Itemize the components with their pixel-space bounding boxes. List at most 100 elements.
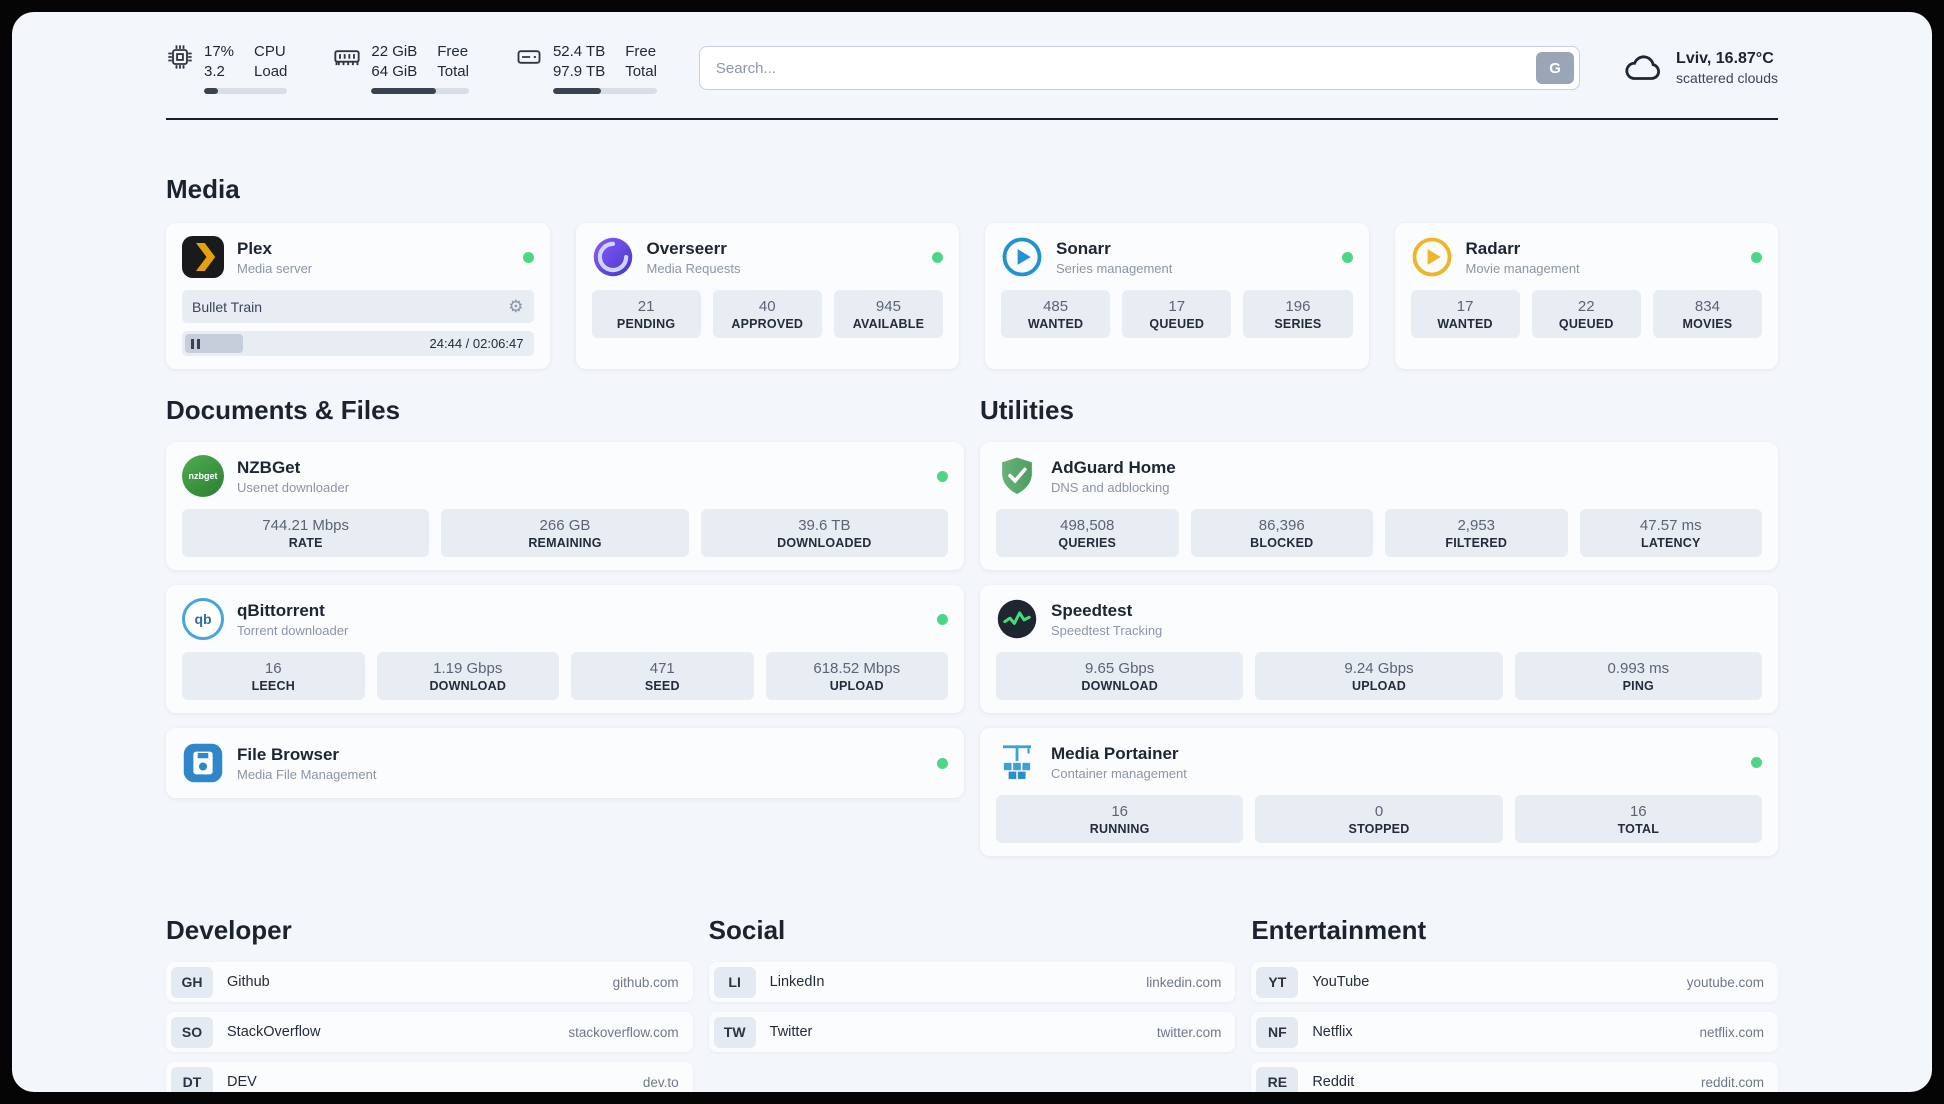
stat: 22 QUEUED — [1531, 290, 1641, 338]
cpu-progress-bar — [204, 88, 288, 94]
cpu-progress-fill — [204, 88, 219, 94]
stat-label: REMAINING — [528, 536, 602, 550]
app-card-qbittorrent[interactable]: qb qBittorrent Torrent downloader 16 LEE… — [166, 585, 964, 713]
stat-value: 1.19 Gbps — [433, 660, 503, 677]
stat-value: 0 — [1374, 803, 1384, 820]
stat-value: 39.6 TB — [798, 517, 851, 534]
bookmark-badge: NF — [1256, 1016, 1299, 1048]
disk-total-label: Total — [625, 62, 657, 80]
bookmark-badge: YT — [1256, 966, 1299, 998]
search-engine-button[interactable]: G — [1536, 52, 1575, 84]
stat-value: 21 — [637, 298, 655, 315]
memory-progress-bar — [371, 88, 469, 94]
app-name: Sonarr — [1056, 238, 1111, 258]
app-name: File Browser — [237, 744, 340, 764]
stat-value: 834 — [1694, 298, 1720, 315]
stat-label: LEECH — [251, 679, 295, 693]
stat-label: RUNNING — [1089, 822, 1150, 836]
bookmark-url: linkedin.com — [1146, 974, 1222, 990]
cpu-load-value: 3.2 — [204, 62, 225, 80]
section-title-media: Media — [166, 174, 240, 204]
stat-value: 16 — [1629, 803, 1647, 820]
header-divider — [166, 118, 1778, 120]
stat: 485 WANTED — [1001, 290, 1111, 338]
cpu-widget: 17% 3.2 CPU Load — [166, 42, 288, 94]
stat-label: WANTED — [1027, 317, 1084, 331]
app-card-filebrowser[interactable]: File Browser Media File Management — [166, 728, 964, 798]
app-card-sonarr[interactable]: Sonarr Series management 485 WANTED 17 Q… — [985, 223, 1369, 369]
bookmark-netflix[interactable]: NF Netflix netflix.com — [1251, 1012, 1778, 1052]
bookmark-badge: DT — [171, 1066, 213, 1092]
stat-label: SEED — [644, 679, 680, 693]
weather-widget: Lviv, 16.87°C scattered clouds — [1622, 47, 1778, 89]
disk-free-value: 52.4 TB — [552, 43, 606, 60]
cloud-icon — [1622, 47, 1664, 89]
sonarr-icon — [1001, 236, 1043, 278]
app-subtitle: Series management — [1056, 260, 1173, 276]
stat-label: BLOCKED — [1250, 536, 1314, 550]
stat-value: 9.65 Gbps — [1085, 660, 1155, 677]
bookmark-stackoverflow[interactable]: SO StackOverflow stackoverflow.com — [166, 1012, 693, 1052]
stat-value: 618.52 Mbps — [813, 660, 901, 677]
pause-button[interactable] — [185, 334, 243, 353]
weather-condition: scattered clouds — [1676, 70, 1778, 87]
social-bookmarks: Social LI LinkedIn linkedin.com TW Twitt… — [708, 915, 1236, 1062]
app-name: Overseerr — [646, 238, 727, 258]
stat-value: 47.57 ms — [1639, 517, 1702, 534]
app-subtitle: Speedtest Tracking — [1051, 622, 1163, 638]
bookmark-dev[interactable]: DT DEV dev.to — [166, 1062, 693, 1092]
stat-label: UPLOAD — [829, 679, 884, 693]
bookmark-name: DEV — [227, 1074, 257, 1090]
cpu-label: CPU — [254, 43, 286, 60]
app-name: Radarr — [1465, 238, 1521, 258]
app-card-speedtest[interactable]: Speedtest Speedtest Tracking 9.65 Gbps D… — [980, 585, 1778, 713]
app-card-radarr[interactable]: Radarr Movie management 17 WANTED 22 QUE… — [1394, 223, 1778, 369]
app-card-adguard[interactable]: AdGuard Home DNS and adblocking 498,508 … — [980, 442, 1778, 570]
cpu-usage-value: 17% — [204, 43, 235, 60]
search-bar: G — [698, 46, 1581, 90]
app-card-plex[interactable]: Plex Media server Bullet Train ⚙ 24:44 /… — [166, 223, 550, 369]
stat: 0.993 ms PING — [1514, 652, 1762, 700]
search-input[interactable] — [698, 46, 1581, 90]
app-card-overseerr[interactable]: Overseerr Media Requests 21 PENDING 40 A… — [575, 223, 959, 369]
app-name: AdGuard Home — [1051, 457, 1176, 477]
utilities-column: Utilities AdGuard Home DNS and adblockin… — [980, 395, 1778, 871]
disk-drive-icon — [515, 43, 543, 71]
stat: 17 QUEUED — [1122, 290, 1232, 338]
stat-label: AVAILABLE — [852, 317, 925, 331]
app-card-nzbget[interactable]: nzbget NZBGet Usenet downloader 744.21 M… — [166, 442, 964, 570]
bookmark-linkedin[interactable]: LI LinkedIn linkedin.com — [708, 962, 1236, 1002]
online-status-dot — [1751, 756, 1762, 768]
memory-widget: 22 GiB 64 GiB Free Total — [333, 42, 469, 94]
playback-time: 24:44 / 02:06:47 — [429, 336, 524, 351]
stat: 9.24 Gbps UPLOAD — [1255, 652, 1503, 700]
memory-free-label: Free — [437, 43, 469, 60]
online-status-dot — [937, 757, 948, 769]
online-status-dot — [1751, 251, 1762, 263]
app-subtitle: DNS and adblocking — [1051, 479, 1170, 495]
app-card-portainer[interactable]: Media Portainer Container management 16 … — [980, 728, 1778, 856]
stat-value: 196 — [1285, 298, 1311, 315]
bookmark-youtube[interactable]: YT YouTube youtube.com — [1251, 962, 1778, 1002]
stat: 0 STOPPED — [1255, 795, 1503, 843]
bookmark-reddit[interactable]: RE Reddit reddit.com — [1251, 1062, 1778, 1092]
app-name: Speedtest — [1051, 600, 1133, 620]
stat-label: APPROVED — [731, 317, 804, 331]
gear-icon[interactable]: ⚙ — [508, 296, 524, 316]
app-subtitle: Media Requests — [646, 260, 741, 276]
bookmark-twitter[interactable]: TW Twitter twitter.com — [708, 1012, 1236, 1052]
stat: 744.21 Mbps RATE — [182, 509, 430, 557]
stat-value: 498,508 — [1060, 517, 1115, 534]
disk-total-value: 97.9 TB — [552, 62, 606, 80]
bookmark-url: youtube.com — [1686, 974, 1764, 990]
memory-progress-fill — [371, 88, 436, 94]
bookmark-github[interactable]: GH Github github.com — [166, 962, 693, 1002]
developer-bookmarks: Developer GH Github github.com SO StackO… — [166, 915, 693, 1092]
bookmark-badge: RE — [1256, 1066, 1299, 1092]
memory-ram-icon — [333, 43, 361, 71]
stat: 16 RUNNING — [996, 795, 1244, 843]
player-progress-row: 24:44 / 02:06:47 — [182, 331, 534, 356]
stat-label: DOWNLOAD — [1081, 679, 1158, 693]
disk-widget: 52.4 TB 97.9 TB Free Total — [515, 42, 657, 94]
qbittorrent-icon: qb — [182, 598, 224, 640]
